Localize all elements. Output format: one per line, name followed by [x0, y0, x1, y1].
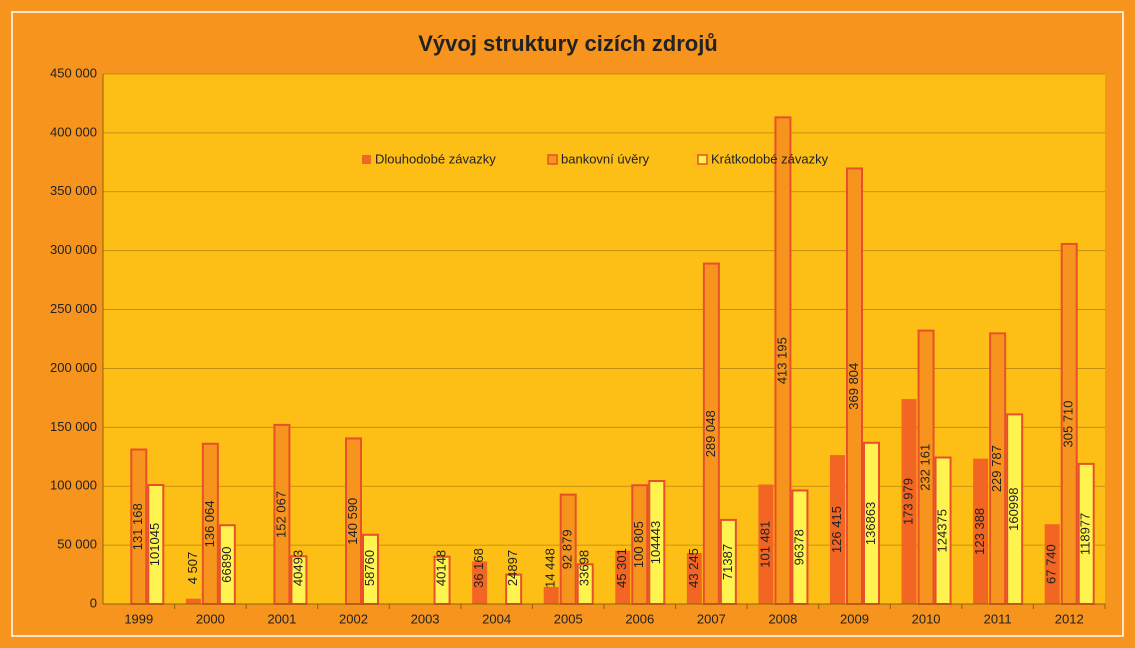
data-label: 131 168	[130, 503, 145, 550]
data-label: 118977	[1078, 513, 1093, 555]
data-label: 104443	[648, 521, 663, 564]
data-label: 40148	[434, 550, 449, 586]
legend-swatch	[697, 154, 708, 165]
data-label: 123 388	[972, 508, 987, 555]
bar	[615, 550, 631, 604]
data-label: 126 415	[829, 506, 844, 553]
data-label: 305 710	[1061, 400, 1076, 447]
x-tick-label: 2004	[482, 611, 511, 626]
x-tick-label: 2006	[625, 611, 654, 626]
data-label: 43 245	[686, 548, 701, 588]
data-label: 100 805	[631, 521, 646, 568]
legend-label: bankovní úvěry	[561, 151, 650, 166]
x-tick-label: 2011	[984, 611, 1012, 626]
y-tick-label: 50 000	[57, 537, 97, 552]
data-label: 229 787	[989, 445, 1004, 492]
data-label: 289 048	[703, 410, 718, 457]
data-label: 14 448	[543, 548, 558, 588]
data-label: 124375	[935, 509, 950, 552]
data-label: 136863	[863, 502, 878, 545]
bar	[1044, 524, 1060, 604]
data-label: 45 301	[614, 548, 629, 588]
chart-title: Vývoj struktury cizích zdrojů	[418, 31, 718, 56]
data-label: 160998	[1006, 487, 1021, 530]
data-label: 92 879	[560, 529, 575, 569]
data-label: 24897	[505, 550, 520, 586]
bar	[686, 553, 702, 604]
legend-label: Dlouhodobé závazky	[375, 151, 496, 166]
bar	[543, 586, 559, 604]
y-tick-label: 350 000	[50, 183, 97, 198]
bar	[901, 399, 917, 604]
y-tick-label: 400 000	[50, 124, 97, 139]
data-label: 71387	[720, 544, 735, 580]
y-tick-label: 250 000	[50, 301, 97, 316]
data-label: 140 590	[345, 498, 360, 545]
legend-label: Krátkodobé závazky	[711, 151, 829, 166]
data-label: 33698	[577, 550, 592, 586]
x-tick-label: 2005	[554, 611, 583, 626]
x-tick-label: 2009	[840, 611, 869, 626]
data-label: 58760	[362, 550, 377, 586]
data-label: 36 168	[471, 548, 486, 588]
bar	[758, 484, 774, 604]
data-label: 66890	[219, 547, 234, 583]
data-label: 40493	[290, 550, 305, 586]
x-tick-label: 2001	[267, 611, 296, 626]
y-tick-label: 300 000	[50, 242, 97, 257]
data-label: 101045	[147, 523, 162, 566]
x-tick-label: 2002	[339, 611, 368, 626]
x-tick-label: 2000	[196, 611, 225, 626]
data-label: 101 481	[757, 521, 772, 568]
legend-swatch	[547, 154, 558, 165]
y-tick-label: 100 000	[50, 478, 97, 493]
y-tick-label: 150 000	[50, 419, 97, 434]
bar	[973, 458, 989, 604]
x-tick-label: 1999	[124, 611, 153, 626]
bar	[185, 598, 201, 604]
x-tick-label: 2012	[1055, 611, 1084, 626]
x-tick-label: 2007	[697, 611, 726, 626]
bar	[830, 455, 845, 604]
y-tick-label: 0	[90, 595, 97, 610]
data-label: 136 064	[202, 500, 217, 547]
x-tick-label: 2010	[912, 611, 941, 626]
y-tick-label: 200 000	[50, 360, 97, 375]
data-label: 232 161	[918, 444, 933, 491]
data-label: 96378	[791, 529, 806, 565]
data-label: 67 740	[1044, 544, 1059, 584]
data-label: 413 195	[774, 337, 789, 384]
x-tick-label: 2003	[411, 611, 440, 626]
data-label: 152 067	[273, 491, 288, 538]
data-label: 4 507	[185, 552, 200, 585]
bar	[472, 561, 488, 604]
data-label: 173 979	[901, 478, 916, 525]
x-tick-label: 2008	[768, 611, 797, 626]
data-label: 369 804	[846, 363, 861, 410]
legend-swatch	[362, 155, 371, 164]
y-tick-label: 450 000	[50, 65, 97, 80]
